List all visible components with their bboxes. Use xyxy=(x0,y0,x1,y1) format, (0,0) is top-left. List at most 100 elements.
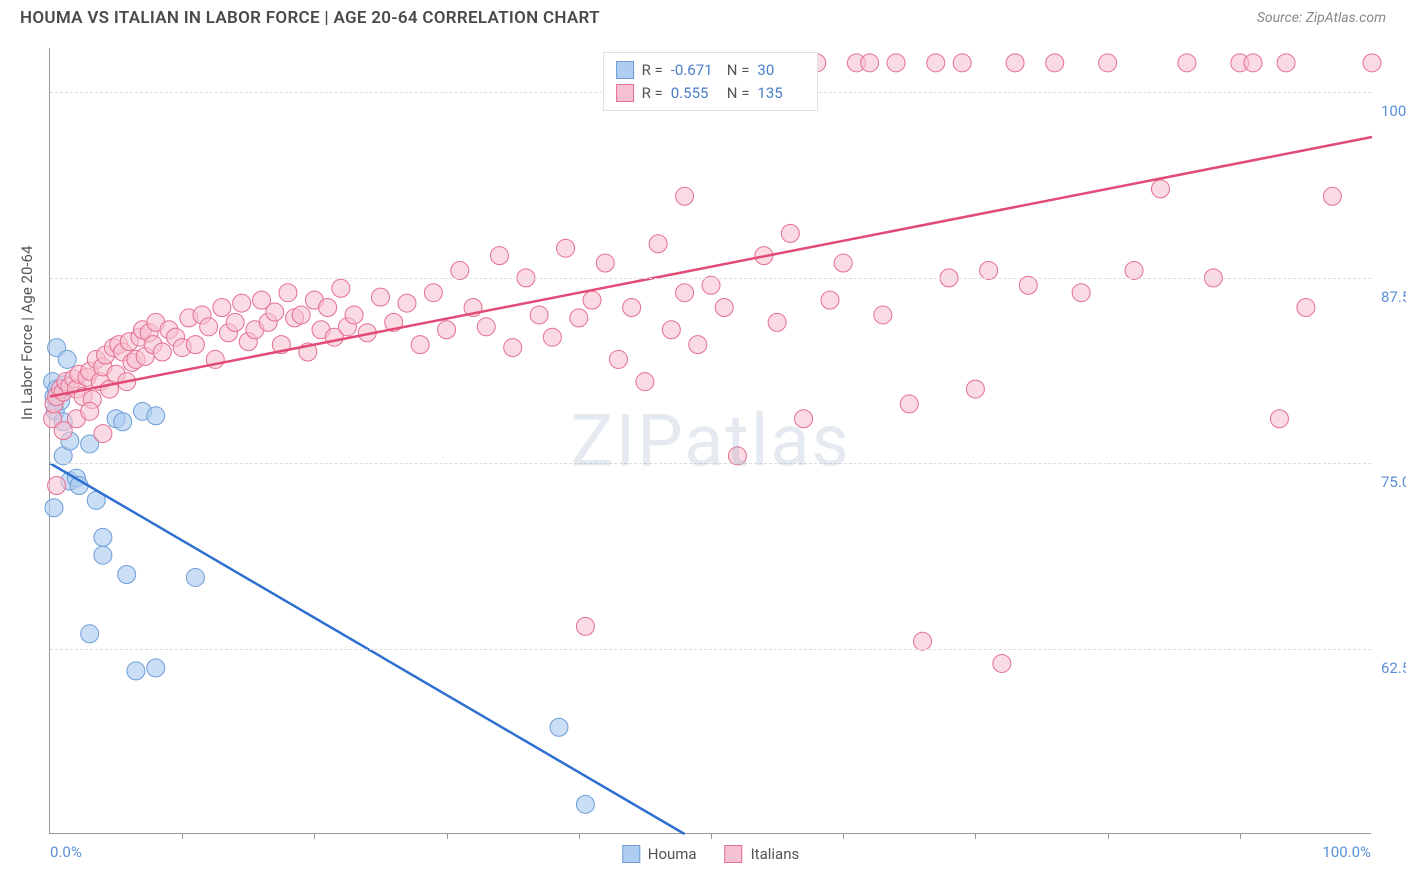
data-point xyxy=(543,328,561,346)
data-point xyxy=(1019,276,1037,294)
y-tick-label: 87.5% xyxy=(1373,288,1406,306)
data-point xyxy=(689,336,707,354)
data-point xyxy=(530,306,548,324)
data-point xyxy=(1277,54,1295,72)
data-point xyxy=(94,528,112,546)
data-point xyxy=(1151,180,1169,198)
regression-line xyxy=(50,137,1372,397)
gridline xyxy=(50,649,1371,650)
legend-label: Houma xyxy=(648,845,697,863)
data-point xyxy=(993,654,1011,672)
legend-swatch xyxy=(622,845,640,863)
data-point xyxy=(147,407,165,425)
data-point xyxy=(1072,284,1090,302)
data-point xyxy=(48,476,66,494)
data-point xyxy=(861,54,879,72)
data-point xyxy=(127,662,145,680)
data-point xyxy=(200,318,218,336)
data-point xyxy=(94,425,112,443)
data-point xyxy=(623,299,641,317)
stat-value-r: 0.555 xyxy=(671,82,719,105)
data-point xyxy=(451,261,469,279)
legend-stat-row: R =0.555N =135 xyxy=(616,82,806,105)
data-point xyxy=(576,795,594,813)
data-point xyxy=(372,288,390,306)
data-point xyxy=(781,224,799,242)
data-point xyxy=(438,321,456,339)
data-point xyxy=(874,306,892,324)
data-point xyxy=(504,339,522,357)
data-point xyxy=(1006,54,1024,72)
legend-item: Houma xyxy=(622,845,697,863)
data-point xyxy=(81,625,99,643)
y-tick-label: 100.0% xyxy=(1373,102,1406,120)
data-point xyxy=(226,313,244,331)
x-tick xyxy=(447,833,448,839)
x-tick xyxy=(843,833,844,839)
data-point xyxy=(279,284,297,302)
data-point xyxy=(728,447,746,465)
data-point xyxy=(233,294,251,312)
x-tick-label: 100.0% xyxy=(1322,843,1371,861)
stat-label-r: R = xyxy=(642,82,663,105)
chart-title: HOUMA VS ITALIAN IN LABOR FORCE | AGE 20… xyxy=(20,8,600,28)
data-point xyxy=(702,276,720,294)
data-point xyxy=(662,321,680,339)
x-tick xyxy=(975,833,976,839)
data-point xyxy=(557,239,575,257)
data-point xyxy=(887,54,905,72)
data-point xyxy=(953,54,971,72)
data-point xyxy=(490,247,508,265)
x-tick xyxy=(1240,833,1241,839)
legend-swatch xyxy=(616,84,634,102)
data-point xyxy=(900,395,918,413)
data-point xyxy=(676,284,694,302)
data-point xyxy=(927,54,945,72)
data-point xyxy=(477,318,495,336)
data-point xyxy=(980,261,998,279)
gridline xyxy=(50,278,1371,279)
data-point xyxy=(147,659,165,677)
data-point xyxy=(914,632,932,650)
data-point xyxy=(153,343,171,361)
data-point xyxy=(1099,54,1117,72)
data-point xyxy=(676,187,694,205)
stat-label-n: N = xyxy=(727,82,750,105)
data-point xyxy=(1270,410,1288,428)
data-point xyxy=(118,565,136,583)
data-point xyxy=(266,303,284,321)
data-point xyxy=(1125,261,1143,279)
data-point xyxy=(1323,187,1341,205)
data-point xyxy=(636,373,654,391)
x-tick xyxy=(711,833,712,839)
legend-label: Italians xyxy=(751,845,800,863)
data-point xyxy=(81,402,99,420)
data-point xyxy=(795,410,813,428)
data-point xyxy=(45,499,63,517)
x-tick xyxy=(1108,833,1109,839)
data-point xyxy=(114,413,132,431)
data-point xyxy=(58,350,76,368)
data-point xyxy=(319,299,337,317)
data-point xyxy=(186,336,204,354)
data-point xyxy=(649,235,667,253)
data-point xyxy=(411,336,429,354)
data-point xyxy=(550,718,568,736)
legend-swatch xyxy=(616,61,634,79)
x-tick xyxy=(182,833,183,839)
y-tick-label: 75.0% xyxy=(1373,473,1406,491)
data-point xyxy=(1363,54,1381,72)
stat-label-n: N = xyxy=(727,59,750,82)
legend-stat-row: R =-0.671N =30 xyxy=(616,59,806,82)
series-legend: Houma Italians xyxy=(622,845,799,863)
data-point xyxy=(94,546,112,564)
data-point xyxy=(1244,54,1262,72)
stat-label-r: R = xyxy=(642,59,663,82)
data-point xyxy=(715,299,733,317)
chart-plot-area: ZIPatlas R =-0.671N =30R =0.555N =135 Ho… xyxy=(49,48,1371,834)
data-point xyxy=(609,350,627,368)
data-point xyxy=(186,568,204,586)
x-tick xyxy=(314,833,315,839)
data-point xyxy=(1297,299,1315,317)
y-tick-label: 62.5% xyxy=(1373,659,1406,677)
